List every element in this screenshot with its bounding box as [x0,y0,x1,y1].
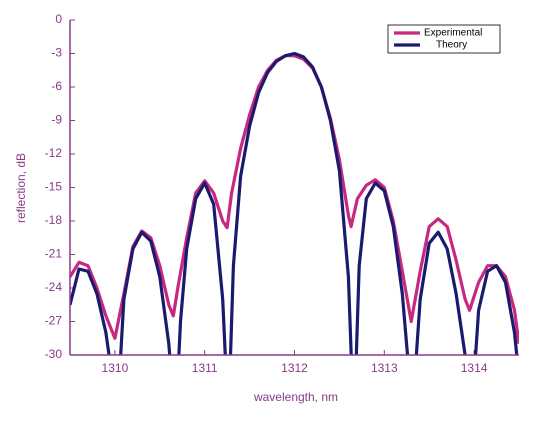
x-tick-label: 1314 [461,361,488,375]
x-tick-label: 1312 [281,361,308,375]
x-tick-label: 1313 [371,361,398,375]
legend-label: Experimental [424,28,482,39]
x-axis-label: wavelength, nm [253,390,338,404]
y-tick-label: -12 [45,146,63,160]
y-tick-label: -21 [45,247,63,261]
y-tick-label: -30 [45,347,63,361]
y-tick-label: 0 [55,12,62,26]
legend-box [387,24,501,54]
legend-label: Theory [436,40,467,51]
y-tick-label: -27 [45,314,63,328]
x-tick-label: 1310 [102,361,129,375]
line-series [70,51,519,355]
y-tick-label: -9 [51,113,62,127]
y-tick-label: -6 [51,79,62,93]
line-series [70,54,519,345]
y-tick-label: -15 [45,180,63,194]
y-axis-label: reflection, dB [14,153,28,223]
y-tick-label: -18 [45,213,63,227]
y-tick-label: -24 [45,280,63,294]
x-tick-label: 1311 [192,361,218,375]
plot-area [70,51,519,355]
y-tick-label: -3 [51,46,62,60]
